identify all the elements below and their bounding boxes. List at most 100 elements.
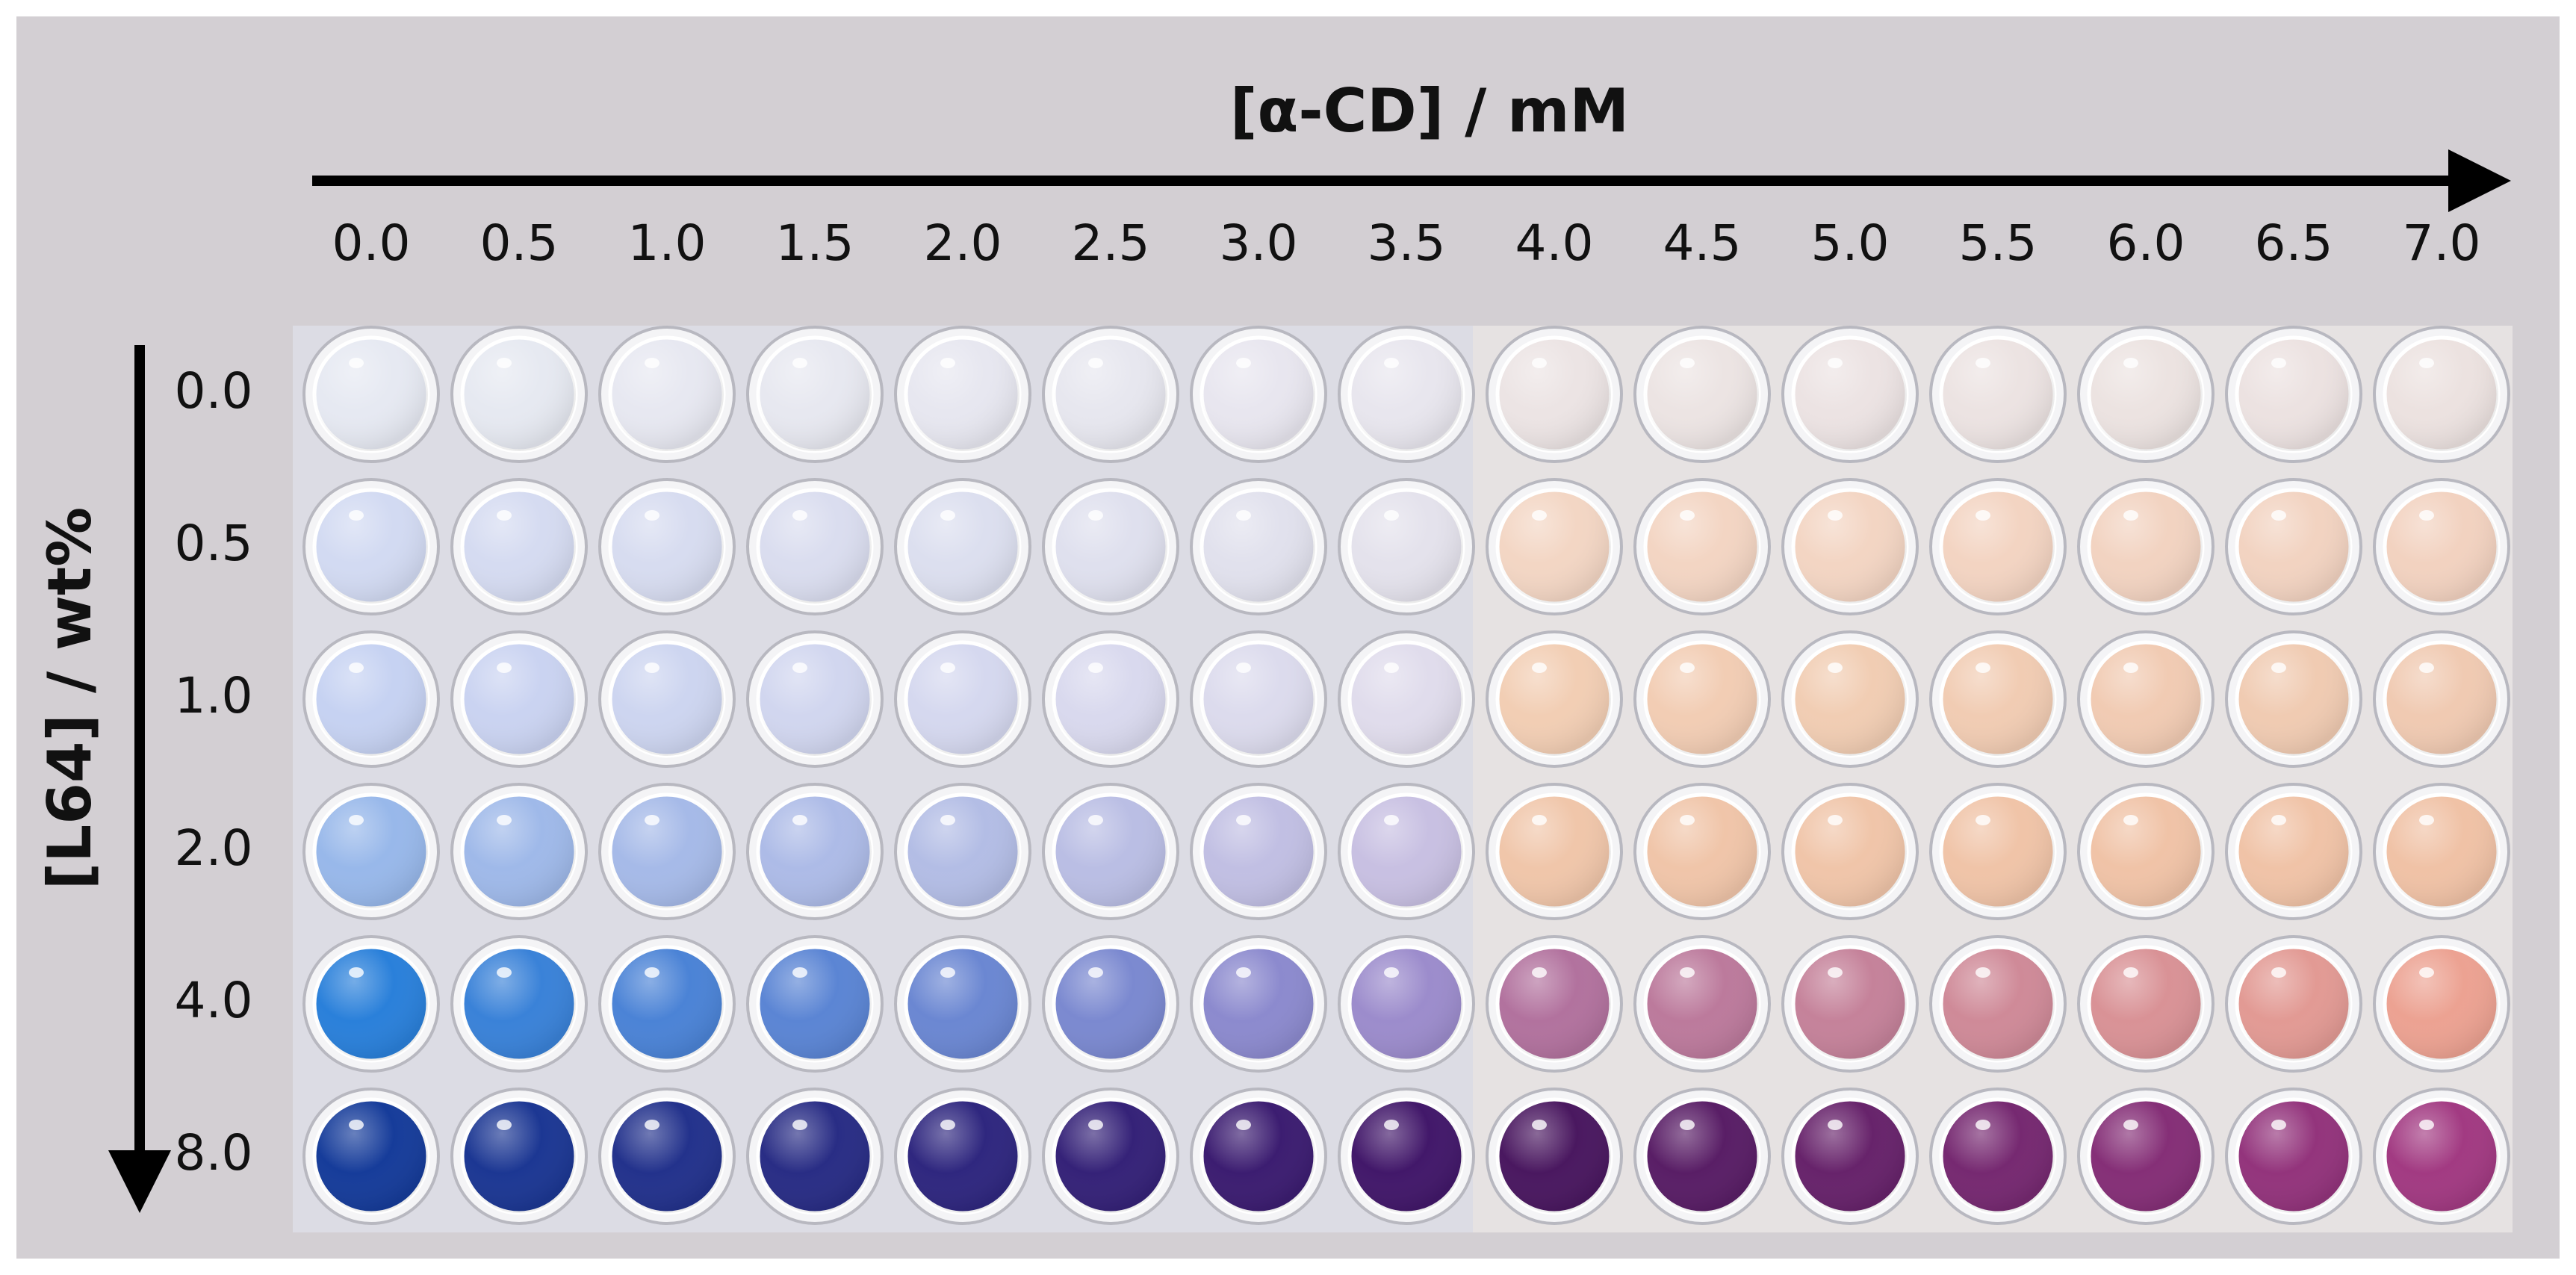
well-highlight [645, 510, 659, 521]
well-highlight [1828, 510, 1843, 521]
well-highlight [1828, 358, 1843, 368]
well-shine [462, 947, 576, 1061]
well-highlight [349, 510, 364, 521]
well-shine [1645, 795, 1759, 908]
well-shine [1793, 642, 1907, 756]
well-shine [1793, 795, 1907, 908]
well-highlight [1532, 1120, 1547, 1130]
well-highlight [1088, 663, 1103, 673]
well-shine [906, 338, 1019, 451]
well-highlight [1236, 967, 1251, 978]
well-highlight [645, 815, 659, 825]
x-tick-label: 4.0 [1515, 214, 1594, 272]
well-highlight [1236, 1120, 1251, 1130]
well-shine [1941, 490, 2055, 604]
well-shine [462, 795, 576, 908]
x-axis-title: [α-CD] / mM [1230, 76, 1629, 146]
well-highlight [1236, 663, 1251, 673]
well-shine [610, 642, 724, 756]
well-highlight [1532, 510, 1547, 521]
well-highlight [2123, 358, 2138, 368]
y-tick-label: 2.0 [175, 819, 253, 877]
well-shine [2237, 490, 2350, 604]
well-shine [2237, 338, 2350, 451]
well-shine [1350, 947, 1463, 1061]
well-shine [2385, 490, 2498, 604]
well-shine [1350, 795, 1463, 908]
well-shine [1941, 947, 2055, 1061]
well-highlight [2419, 663, 2434, 673]
well-shine [1645, 338, 1759, 451]
well-shine [906, 795, 1019, 908]
well-highlight [1384, 510, 1399, 521]
well-shine [610, 1099, 724, 1213]
well-highlight [1828, 967, 1843, 978]
well-shine [2089, 338, 2203, 451]
well-shine [1941, 795, 2055, 908]
well-shine [1793, 1099, 1907, 1213]
x-tick-label: 1.0 [628, 214, 707, 272]
plate-left [293, 326, 1473, 1232]
well-highlight [1680, 815, 1695, 825]
well-highlight [792, 967, 807, 978]
y-axis-title: [L64] / wt% [35, 507, 105, 890]
x-tick-label: 0.0 [332, 214, 411, 272]
well-shine [1350, 338, 1463, 451]
well-highlight [792, 510, 807, 521]
well-shine [1645, 642, 1759, 756]
well-shine [462, 338, 576, 451]
well-highlight [1088, 510, 1103, 521]
well-shine [314, 490, 428, 604]
well-highlight [1976, 967, 1990, 978]
well-shine [1350, 490, 1463, 604]
well-shine [1054, 947, 1167, 1061]
well-shine [1350, 642, 1463, 756]
well-shine [1202, 338, 1315, 451]
well-shine [2089, 1099, 2203, 1213]
well-highlight [1828, 663, 1843, 673]
well-shine [2089, 795, 2203, 908]
well-shine [2089, 947, 2203, 1061]
well-highlight [1088, 358, 1103, 368]
x-tick-label: 5.0 [1811, 214, 1890, 272]
well-shine [1793, 947, 1907, 1061]
well-highlight [792, 663, 807, 673]
well-highlight [2271, 663, 2286, 673]
well-highlight [1532, 358, 1547, 368]
well-highlight [1828, 815, 1843, 825]
well-highlight [1088, 967, 1103, 978]
well-shine [2237, 1099, 2350, 1213]
well-shine [1793, 490, 1907, 604]
x-tick-label: 2.0 [924, 214, 1002, 272]
well-shine [1645, 947, 1759, 1061]
well-shine [314, 947, 428, 1061]
well-highlight [1680, 358, 1695, 368]
well-highlight [349, 967, 364, 978]
well-highlight [1088, 1120, 1103, 1130]
x-tick-label: 3.0 [1220, 214, 1298, 272]
well-highlight [349, 358, 364, 368]
well-highlight [2123, 663, 2138, 673]
well-highlight [1384, 663, 1399, 673]
y-tick-label: 1.0 [175, 667, 253, 725]
well-shine [1202, 1099, 1315, 1213]
well-shine [2385, 642, 2498, 756]
well-shine [610, 338, 724, 451]
well-highlight [2123, 1120, 2138, 1130]
well-highlight [2271, 815, 2286, 825]
well-highlight [1384, 815, 1399, 825]
well-shine [1202, 642, 1315, 756]
well-highlight [2271, 358, 2286, 368]
well-shine [314, 1099, 428, 1213]
well-shine [1054, 1099, 1167, 1213]
well-highlight [1532, 967, 1547, 978]
well-shine [314, 338, 428, 451]
well-highlight [2419, 358, 2434, 368]
well-highlight [792, 358, 807, 368]
well-shine [758, 795, 872, 908]
well-highlight [940, 815, 955, 825]
well-shine [1202, 795, 1315, 908]
well-highlight [1236, 815, 1251, 825]
well-shine [1645, 490, 1759, 604]
